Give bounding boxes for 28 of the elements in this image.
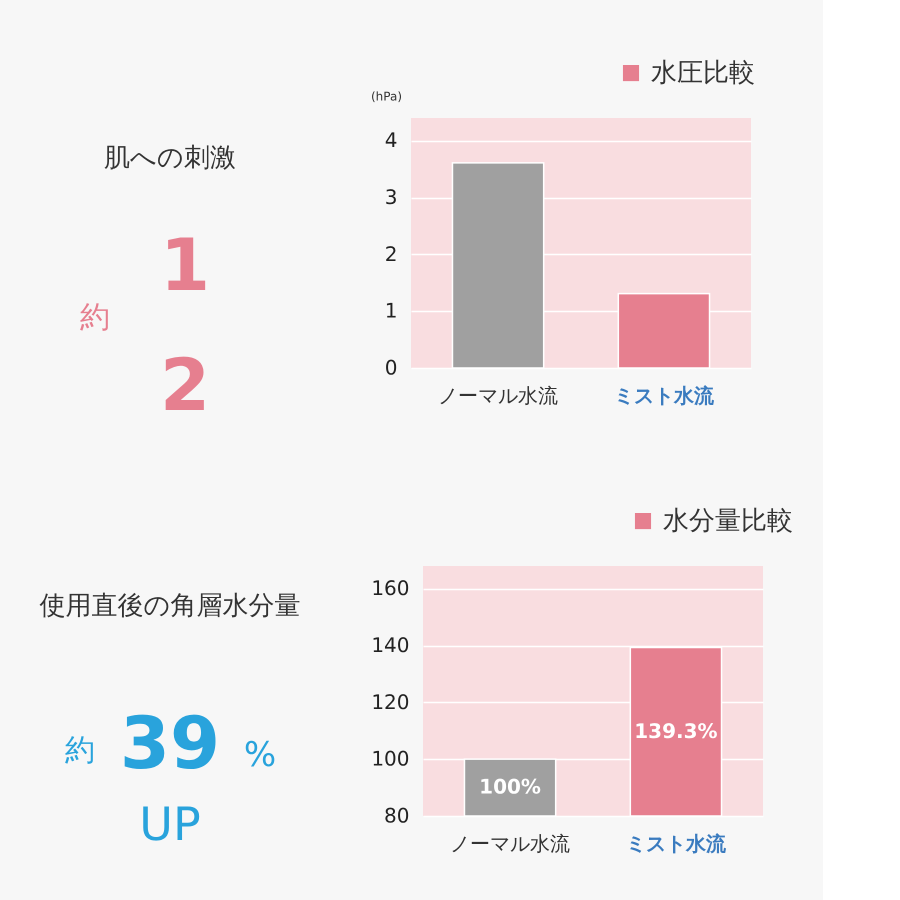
y-tick-label: 4 (384, 128, 398, 152)
y-tick-label: 140 (371, 633, 410, 658)
x-tick-label: ノーマル水流 (438, 384, 558, 408)
text: 肌への刺激 (104, 143, 236, 173)
text: UP (139, 797, 201, 851)
text: 約 (65, 733, 95, 768)
y-tick-label: 2 (384, 242, 398, 266)
data-label: 100% (479, 774, 541, 799)
text: 2 (160, 343, 210, 427)
text: 39 (120, 701, 220, 785)
text: 1 (160, 223, 210, 307)
text: % (244, 735, 276, 775)
legend-label: 水圧比較 (651, 58, 755, 88)
y-tick-label: 160 (371, 576, 410, 600)
text: 約 (80, 300, 110, 335)
y-tick-label: 3 (384, 185, 398, 210)
y-tick-label: 120 (371, 690, 410, 714)
y-tick-label: 1 (384, 298, 398, 323)
y-tick-label: 0 (384, 356, 398, 380)
y-tick-label: 80 (384, 804, 410, 828)
x-tick-label: ミスト水流 (614, 384, 715, 408)
x-tick-label: ノーマル水流 (450, 832, 570, 856)
y-axis-title: (hPa) (370, 90, 402, 104)
legend-label: 水分量比較 (663, 506, 793, 536)
y-tick-label: 100 (371, 746, 410, 771)
text: 使用直後の角層水分量 (40, 591, 300, 621)
x-tick-label: ミスト水流 (626, 832, 727, 856)
data-label: 139.3% (634, 718, 718, 743)
